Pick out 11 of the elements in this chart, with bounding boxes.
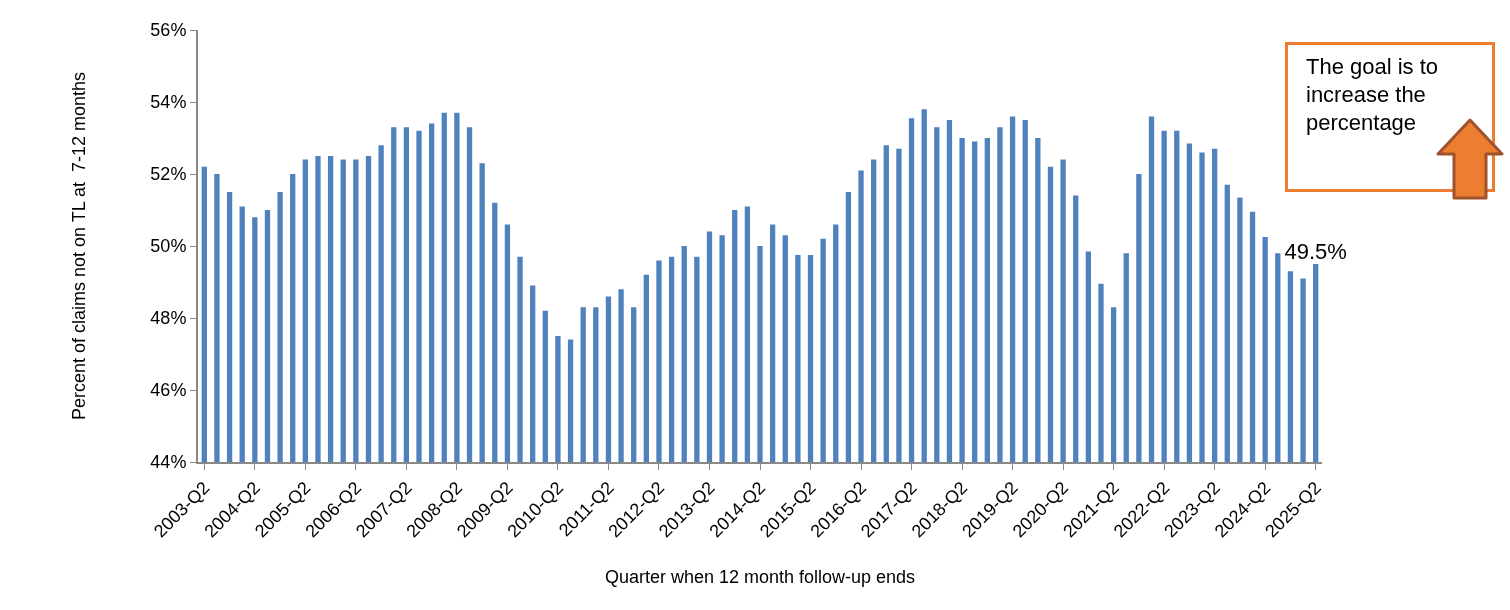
text-box: The goal is to increase the percentage [1285,42,1495,192]
y-tick-label: 52% [150,164,187,185]
data-label: 49.5% [1284,239,1347,264]
y-tick-label: 46% [150,380,187,401]
x-axis-title: Quarter when 12 month follow-up ends [604,566,916,587]
y-tick-label: 54% [150,92,187,113]
y-tick-label: 48% [150,308,187,329]
y-tick-label: 44% [150,452,187,473]
y-axis-title: Percent of claims not on TL at 7-12 months [69,71,90,421]
y-tick-label: 50% [150,236,187,257]
y-tick-label: 56% [150,20,187,41]
